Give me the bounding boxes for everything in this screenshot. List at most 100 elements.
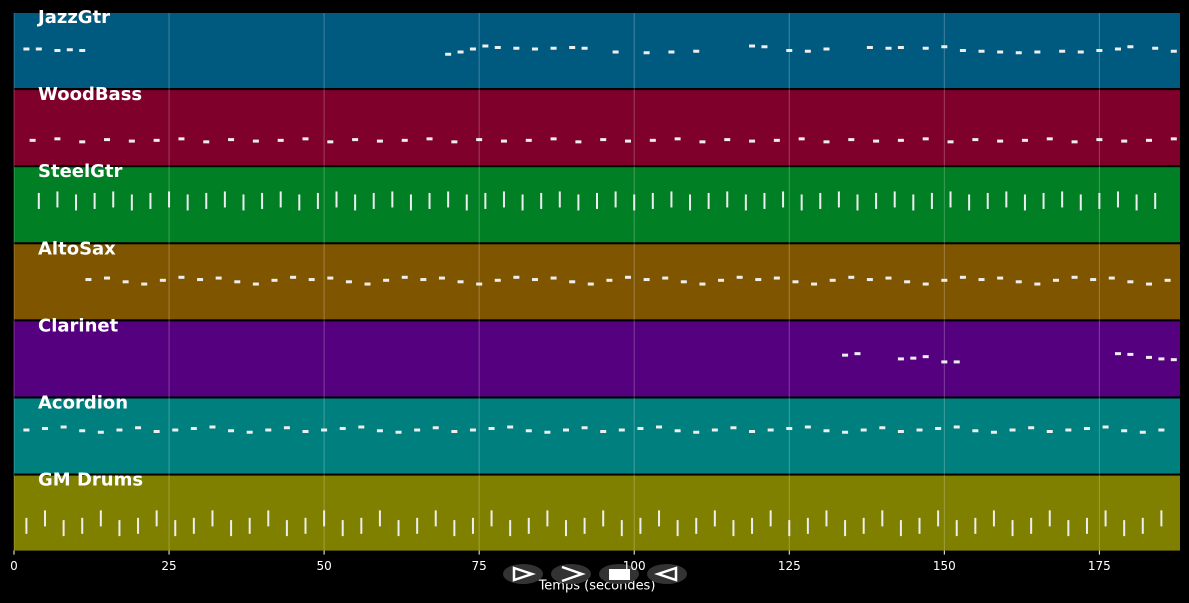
note	[972, 138, 979, 142]
note	[860, 428, 867, 432]
note	[228, 138, 235, 142]
note	[358, 425, 365, 429]
note	[149, 192, 152, 209]
stop-button[interactable]	[599, 564, 639, 584]
note	[228, 429, 235, 433]
note	[823, 47, 830, 51]
note	[192, 517, 195, 534]
note	[23, 428, 30, 432]
note	[426, 137, 433, 141]
note	[1034, 50, 1041, 54]
note	[190, 427, 197, 430]
note	[602, 510, 605, 527]
note	[75, 194, 78, 211]
note	[1090, 278, 1097, 282]
note	[428, 192, 431, 209]
note	[1021, 138, 1028, 142]
note	[383, 278, 390, 282]
note	[345, 280, 352, 284]
note	[978, 49, 985, 53]
note	[922, 282, 929, 286]
note	[749, 430, 756, 433]
note	[564, 520, 567, 537]
note	[569, 46, 576, 49]
note	[885, 46, 892, 50]
note	[1104, 510, 1107, 527]
note	[773, 276, 780, 280]
track-name: WoodBass	[38, 84, 142, 105]
note	[643, 51, 650, 55]
note	[457, 280, 464, 284]
note	[953, 360, 960, 364]
note	[1028, 426, 1035, 430]
note	[910, 356, 917, 360]
note	[104, 138, 111, 142]
note	[1015, 280, 1022, 284]
note	[992, 510, 995, 527]
note	[881, 510, 884, 527]
note	[829, 278, 836, 282]
note	[792, 280, 799, 284]
note	[904, 280, 911, 284]
note	[558, 191, 561, 208]
note	[711, 428, 718, 432]
note	[197, 278, 204, 282]
note	[335, 191, 338, 208]
note	[469, 428, 476, 432]
note	[29, 138, 36, 142]
note	[941, 45, 948, 49]
note	[848, 138, 855, 142]
x-tick-label: 75	[472, 559, 487, 573]
note	[968, 194, 971, 211]
note	[782, 191, 785, 208]
note	[550, 276, 557, 280]
note	[916, 428, 923, 432]
note	[1065, 428, 1072, 432]
note	[168, 191, 171, 208]
note	[922, 46, 929, 50]
note	[261, 192, 264, 209]
note	[550, 137, 557, 141]
note	[521, 194, 524, 211]
note	[990, 430, 997, 434]
note	[614, 191, 617, 208]
note	[434, 510, 437, 527]
forward-button[interactable]	[551, 564, 591, 584]
note	[60, 425, 67, 429]
track-name: Clarinet	[38, 315, 119, 336]
note	[447, 191, 450, 208]
note	[873, 139, 880, 143]
note	[395, 430, 402, 434]
note	[1141, 517, 1144, 534]
note	[1127, 45, 1134, 49]
note	[159, 278, 166, 282]
note	[513, 46, 520, 50]
note	[354, 194, 357, 211]
note	[978, 278, 985, 282]
reverse-button[interactable]	[647, 564, 687, 584]
x-tick-label: 100	[623, 559, 646, 573]
note	[1158, 428, 1165, 432]
note	[885, 276, 892, 280]
track-band	[14, 321, 1180, 397]
note	[79, 49, 86, 52]
note	[137, 517, 140, 534]
note	[79, 140, 86, 144]
note	[1127, 280, 1134, 284]
note	[811, 282, 818, 286]
note	[1015, 51, 1022, 55]
note	[959, 49, 966, 52]
note	[37, 192, 40, 209]
play-button[interactable]	[503, 564, 543, 584]
note	[321, 428, 328, 432]
track-name: GM Drums	[38, 470, 143, 491]
note	[471, 517, 474, 534]
note	[44, 510, 47, 527]
x-tick-label: 125	[778, 559, 801, 573]
note	[416, 517, 419, 534]
note	[1114, 47, 1121, 51]
note	[1127, 352, 1134, 356]
note	[879, 426, 886, 430]
note	[1046, 137, 1053, 141]
note	[283, 426, 290, 430]
